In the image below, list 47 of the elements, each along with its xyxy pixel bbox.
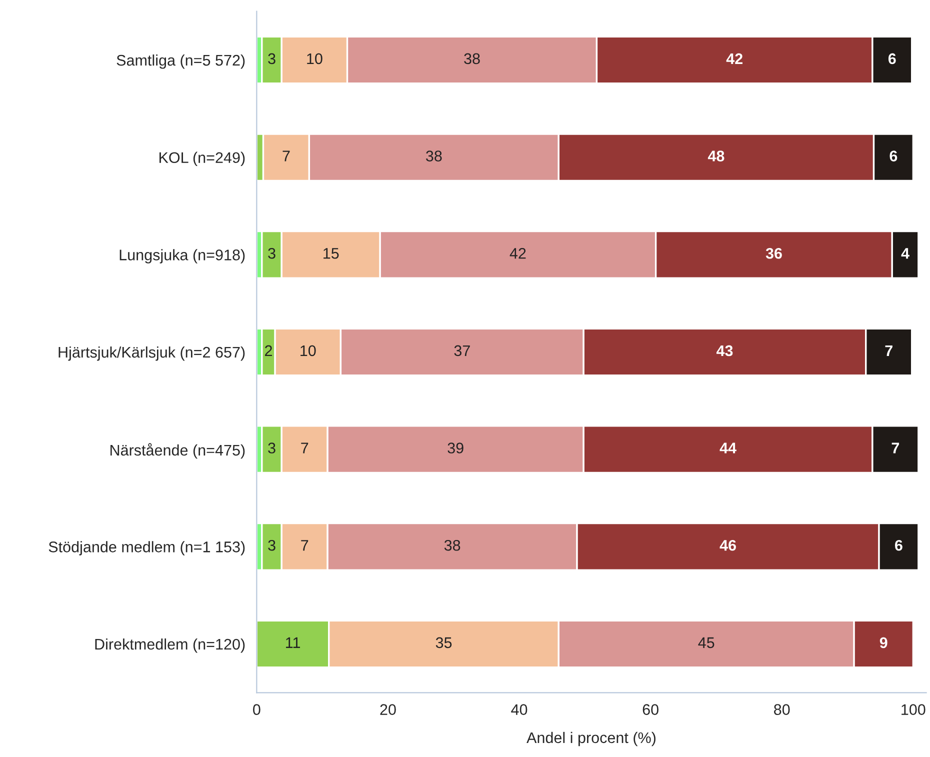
data-label: 10 — [307, 53, 322, 64]
data-label: 42 — [510, 248, 526, 259]
data-label: 3 — [268, 248, 276, 259]
data-label: 2 — [265, 345, 272, 356]
data-label: 6 — [890, 150, 898, 162]
data-label: 35 — [436, 637, 452, 648]
x-tick-label: 0 — [253, 704, 260, 715]
y-tick-label: Hjärtsjuk/Kärlsjuk (n=2 657) — [58, 346, 245, 361]
y-tick-label: Närstående (n=475) — [110, 443, 245, 459]
data-label: 38 — [426, 150, 442, 162]
data-label: 6 — [888, 53, 896, 64]
data-label: 7 — [885, 345, 892, 356]
y-tick-label: Samtliga (n=5 572) — [116, 54, 245, 69]
x-tick-label: 100 — [902, 704, 926, 715]
data-label: 6 — [895, 540, 902, 551]
data-label: 45 — [698, 637, 714, 648]
data-label: 36 — [766, 248, 782, 259]
data-label: 39 — [448, 442, 464, 454]
x-tick-label: 20 — [380, 704, 396, 715]
data-label: 42 — [726, 53, 742, 64]
data-label: 38 — [464, 53, 480, 64]
y-tick-label: Direktmedlem (n=120) — [95, 638, 245, 653]
x-tick-label: 60 — [642, 704, 658, 715]
data-label: 7 — [301, 540, 308, 551]
x-tick-label: 40 — [511, 704, 528, 715]
data-label: 10 — [300, 345, 316, 356]
x-tick-label: 80 — [774, 704, 790, 715]
data-label: 44 — [720, 442, 736, 454]
y-tick-label: KOL (n=249) — [160, 152, 245, 166]
data-label: 7 — [282, 150, 290, 162]
data-label: 38 — [444, 540, 460, 551]
data-label: 3 — [268, 442, 276, 454]
data-label: 43 — [716, 345, 733, 356]
data-label: 48 — [708, 150, 724, 162]
data-label: 4 — [901, 248, 910, 259]
y-tick-label: Lungsjuka (n=918) — [120, 249, 245, 264]
data-label: 9 — [880, 637, 888, 648]
data-label: 15 — [324, 248, 339, 259]
data-label: 7 — [892, 442, 900, 454]
x-axis-title: Andel i procent (%) — [526, 732, 656, 746]
y-tick-label: Stödjande medlem (n=1 153) — [48, 541, 245, 556]
data-label: 3 — [268, 540, 276, 551]
data-label: 11 — [286, 637, 300, 648]
data-label: 37 — [454, 345, 470, 356]
data-label: 46 — [720, 540, 736, 551]
data-label: 7 — [301, 442, 308, 454]
data-label: 3 — [268, 53, 276, 64]
